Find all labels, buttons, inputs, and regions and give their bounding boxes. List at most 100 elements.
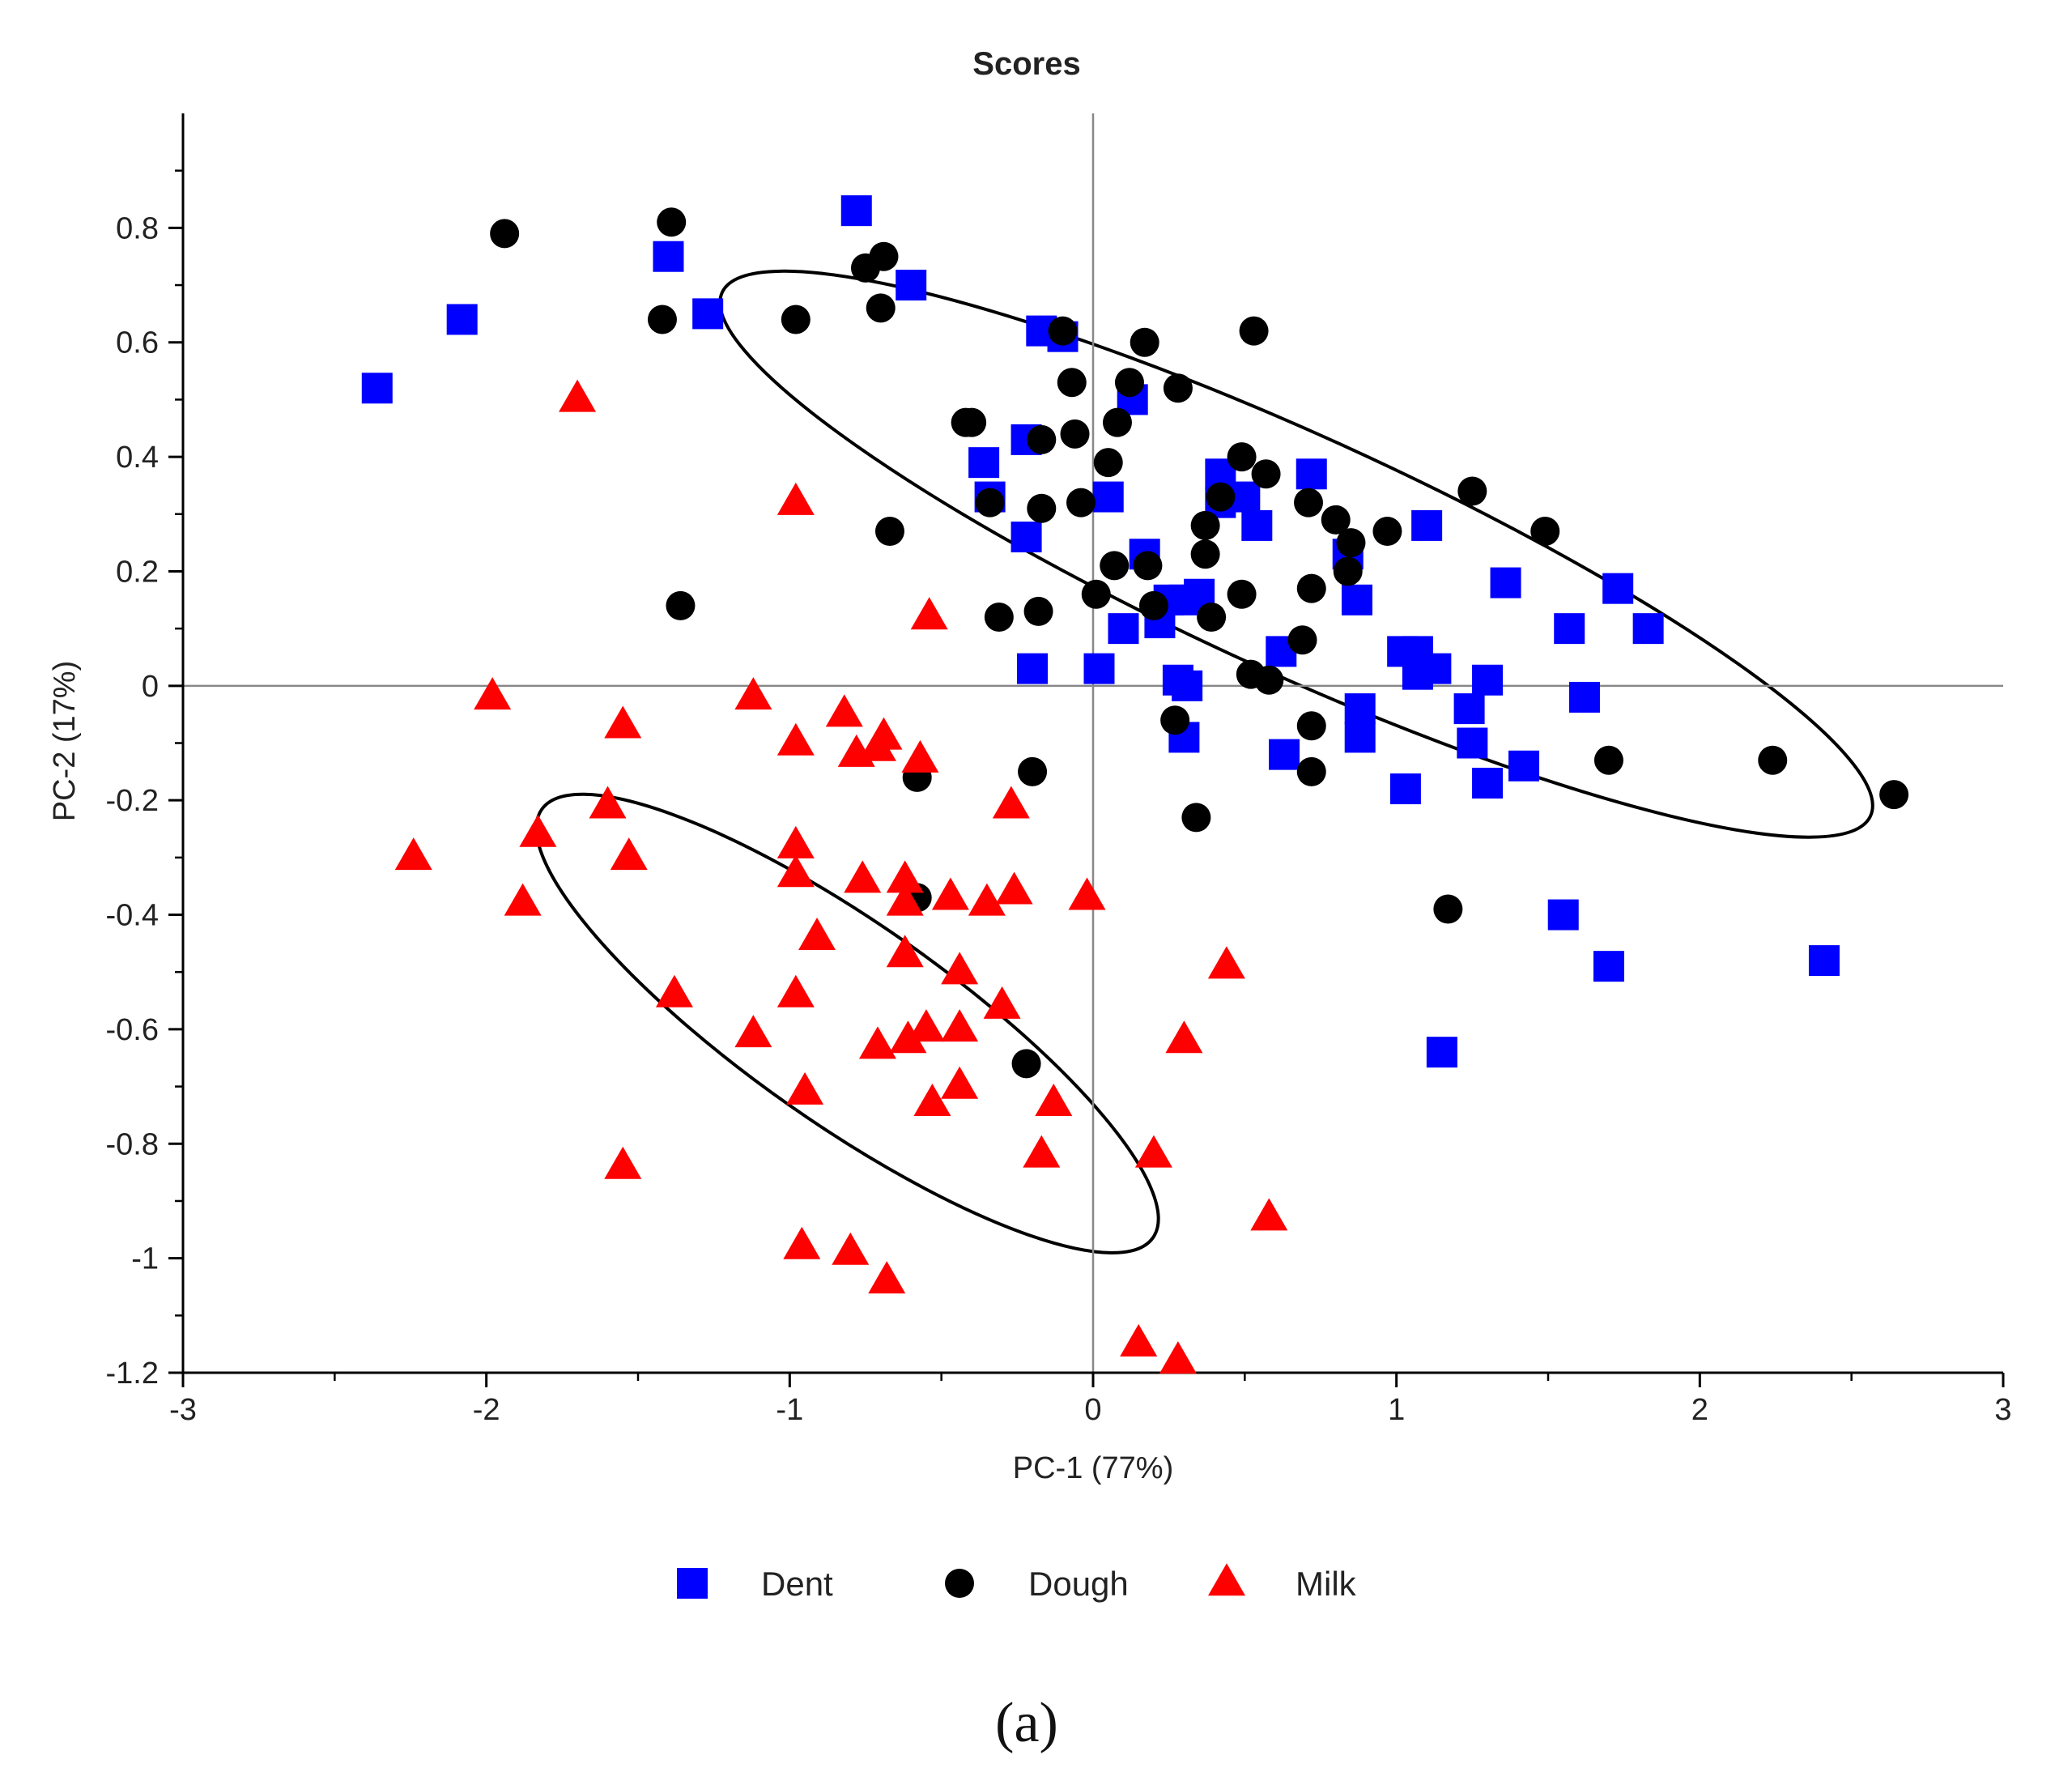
y-tick-label: -0.2 [106,784,159,818]
milk-point [941,1009,979,1042]
milk-point [786,1071,824,1105]
milk-point [992,786,1030,819]
milk-point [1120,1323,1158,1357]
milk-point [832,1232,870,1265]
dent-point [1808,945,1840,977]
milk-point [1068,877,1106,910]
dough-point [1321,505,1351,535]
dent-point [1389,773,1421,805]
y-tick-label: -0.8 [106,1127,159,1161]
ticks: -3 -2 -1 0 1 2 3 -1.2 -1 -0.8 -0.6 -0.4 -0.2 0 0.2 0.4 0… [106,169,2012,1427]
milk-point [825,694,863,727]
dent-point [1568,681,1600,713]
milk-point [776,854,815,888]
dent-point [1402,658,1433,690]
x-tick-label: 0 [1084,1393,1101,1427]
milk-point [858,1026,896,1059]
milk-point [776,722,815,756]
dent-point [1547,899,1579,931]
dent-point [1472,664,1504,696]
legend-marker-dent [677,1568,708,1599]
milk-point [886,860,924,893]
dough-point [1336,528,1366,558]
milk-point [858,728,896,761]
dough-point [1027,493,1057,523]
dough-point [666,590,696,620]
milk-point [776,974,815,1007]
reference-lines [183,113,2003,1373]
dough-point [1190,539,1220,569]
dent-point [1296,458,1327,490]
dough-point [1163,373,1193,403]
dent-point [1344,722,1376,753]
milk-point [913,1083,951,1116]
dent-point [1593,951,1624,982]
x-tick-label: 3 [1994,1393,2011,1427]
legend-marker-dough [945,1569,974,1598]
milk-point [1134,1135,1172,1168]
milk-point [983,986,1021,1019]
dough-point [975,488,1005,518]
dough-point [866,293,896,323]
milk-point [589,786,627,819]
legend: Dent Dough Milk [677,1563,1357,1603]
y-axis-label: PC-2 (17%) [48,661,82,822]
milk-point [776,825,815,858]
y-tick-label: -1 [131,1242,159,1276]
milk-point [559,379,597,412]
dent-point [653,241,684,272]
dough-point [1114,368,1144,398]
dough-point [647,305,677,334]
x-tick-label: -3 [169,1393,197,1427]
dough-point [1190,510,1220,540]
dough-point [1160,705,1190,735]
milk-point [886,935,924,968]
dough-point [1287,625,1317,655]
figure-caption: (a) [995,1692,1058,1754]
y-tick-label: 0 [142,670,159,704]
series-milk [394,379,1288,1374]
x-tick-label: -1 [776,1393,803,1427]
milk-point [868,1261,906,1294]
dough-point [1133,551,1163,581]
milk-point [886,883,924,916]
milk-point [734,1015,772,1048]
dough-point [869,241,899,271]
milk-point [394,837,432,871]
dough-point [1081,579,1111,609]
milk-point [995,871,1033,905]
y-tick-label: -0.6 [106,1013,159,1047]
x-tick-label: 1 [1388,1393,1405,1427]
dent-point [1108,613,1139,645]
dough-point [1294,488,1324,518]
dent-point [446,304,478,335]
dough-point [1879,780,1909,810]
dough-point [1227,579,1257,609]
dent-point [1269,739,1300,770]
dent-point [840,195,872,227]
dough-point [1593,745,1623,775]
dough-point [1011,1049,1041,1079]
dough-point [1227,442,1257,472]
y-tick-label: -0.4 [106,899,159,933]
dough-point [1206,482,1236,512]
dough-point [984,603,1014,632]
dent-point [1426,1037,1457,1068]
dent-point [1341,584,1372,616]
milk-point [1159,1341,1197,1374]
dough-point [1333,556,1363,586]
milk-point [519,814,557,847]
dough-point [1100,551,1130,581]
x-axis-label: PC-1 (77%) [1013,1451,1174,1485]
dough-point [1093,448,1123,478]
milk-point [604,1146,642,1179]
milk-point [604,705,642,739]
dough-point [1530,516,1560,546]
dough-point [1296,711,1326,741]
dent-point [1241,509,1273,541]
dough-point [657,207,687,237]
legend-marker-milk [1208,1563,1245,1596]
dent-point [1017,653,1049,684]
dough-point [1102,407,1132,437]
